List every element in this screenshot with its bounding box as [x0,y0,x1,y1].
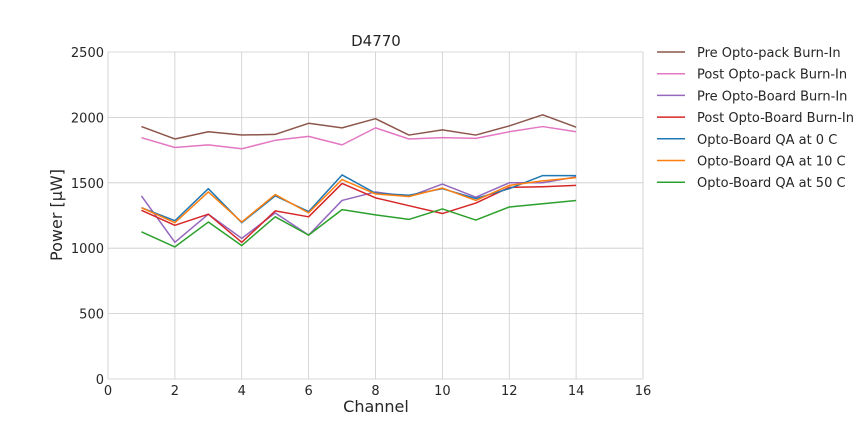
x-tick-label: 10 [434,384,451,399]
series-line-1 [141,114,577,140]
x-axis-label: Channel [343,397,409,416]
legend-label: Post Opto-Board Burn-In [697,111,854,126]
y-tick-label: 1000 [71,242,104,257]
x-tick-label: 4 [238,384,246,399]
legend-item: Pre Opto-Board Burn-In [657,89,847,104]
legend-item: Post Opto-Board Burn-In [657,111,854,126]
series-line-2 [141,125,577,150]
legend: Pre Opto-pack Burn-In Post Opto-pack Burn… [657,46,854,191]
series-line-7 [141,199,577,248]
legend-label: Opto-Board QA at 10 C [697,155,846,170]
y-tick-label: 500 [79,308,104,323]
x-tick-label: 12 [501,384,518,399]
chart-title: D4770 [351,32,401,50]
legend-item: Opto-Board QA at 0 C [657,133,837,148]
x-tick-label: 2 [171,384,179,399]
y-tick-label: 2000 [71,111,104,126]
y-tick-label: 0 [96,373,104,388]
y-tick-label: 2500 [71,46,104,61]
x-tick-label: 16 [635,384,652,399]
legend-label: Opto-Board QA at 0 C [697,133,837,148]
x-tick-label: 0 [104,384,112,399]
legend-label: Opto-Board QA at 50 C [697,176,846,191]
legend-item: Pre Opto-pack Burn-In [657,46,841,61]
x-tick-label: 14 [568,384,585,399]
legend-item: Post Opto-pack Burn-In [657,68,847,83]
y-tick-label: 1500 [71,177,104,192]
legend-label: Pre Opto-pack Burn-In [697,46,841,61]
x-tick-label: 8 [371,384,379,399]
grid [107,51,644,380]
series-lines [140,114,577,248]
x-tick-label: 6 [304,384,312,399]
legend-item: Opto-Board QA at 50 C [657,176,846,191]
legend-label: Post Opto-pack Burn-In [697,68,847,83]
axis-ticks: 0 2 4 6 8 10 12 14 16 0 500 1000 1500 2000 2500 [71,46,651,399]
series-line-5 [141,174,577,224]
series-line-6 [141,176,577,224]
y-axis-label: Power [μW] [47,169,66,261]
legend-item: Opto-Board QA at 10 C [657,155,846,170]
legend-label: Pre Opto-Board Burn-In [697,89,847,104]
